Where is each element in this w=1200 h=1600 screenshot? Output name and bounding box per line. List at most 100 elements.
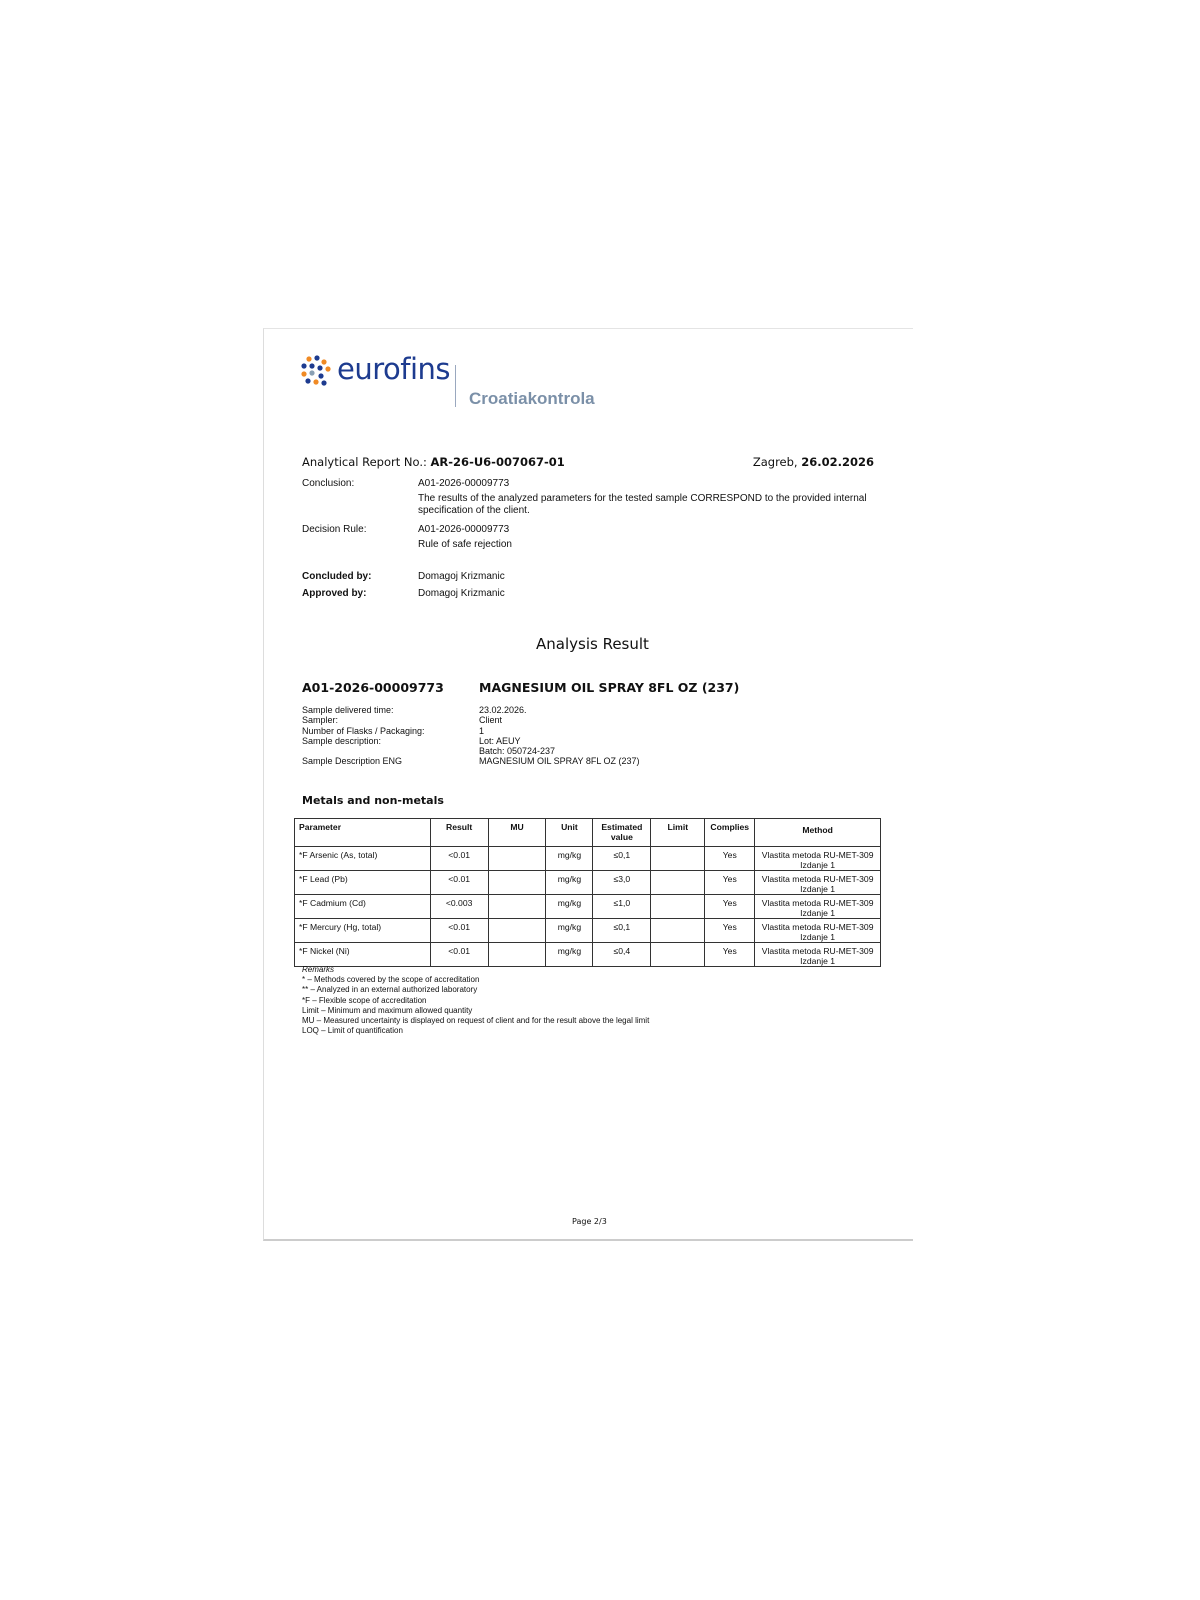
table-cell: *F Cadmium (Cd) <box>294 894 431 919</box>
field-label: Sampler: <box>302 715 339 726</box>
field-value: 1 <box>479 725 485 736</box>
table-cell: Vlastita metoda RU-MET-309 Izdanje 1 <box>754 870 881 895</box>
field-value: Lot: AEUY <box>479 735 521 746</box>
table-cell: ≤3,0 <box>592 870 652 895</box>
table-cell: <0.01 <box>429 918 489 943</box>
header-cell: Complies <box>704 818 756 847</box>
sample-field-labels: Sample delivered time: Sampler: Number o… <box>302 705 425 767</box>
table-cell: mg/kg <box>545 918 594 943</box>
field-label: Sample Description ENG <box>302 756 403 767</box>
results-table: Parameter Result MU Unit Estimated value… <box>294 818 881 967</box>
table-header-row: Parameter Result MU Unit Estimated value… <box>294 818 881 847</box>
header-cell: Unit <box>545 818 594 847</box>
table-cell: Yes <box>704 918 756 943</box>
sample-field-values: 23.02.2026. Client 1 Lot: AEUY Batch: 05… <box>479 705 640 767</box>
remark-line: MU – Measured uncertainty is displayed o… <box>302 1016 650 1026</box>
table-cell: <0.01 <box>429 942 489 967</box>
table-cell: <0.01 <box>429 870 489 895</box>
field-value: Client <box>479 715 503 726</box>
report-date: Zagreb, 26.02.2026 <box>753 455 874 469</box>
table-cell: Yes <box>704 870 756 895</box>
table-cell: Vlastita metoda RU-MET-309 Izdanje 1 <box>754 918 881 943</box>
conclusion-text: The results of the analyzed parameters f… <box>418 493 867 516</box>
table-cell: mg/kg <box>545 870 594 895</box>
field-label: Sample delivered time: <box>302 705 394 715</box>
table-cell: mg/kg <box>545 894 594 919</box>
table-cell <box>487 918 547 943</box>
header-cell: Limit <box>650 818 706 847</box>
concluded-label: Concluded by: <box>302 571 372 582</box>
table-row: *F Cadmium (Cd) <0.003 mg/kg ≤1,0 Yes Vlastit… <box>294 894 881 919</box>
table-row: *F Mercury (Hg, total) <0.01 mg/kg ≤0,1 Yes V… <box>294 918 881 943</box>
table-cell: *F Mercury (Hg, total) <box>294 918 431 943</box>
field-value: MAGNESIUM OIL SPRAY 8FL OZ (237) <box>479 756 640 767</box>
table-cell <box>650 846 706 871</box>
section-title: Analysis Result <box>536 635 649 653</box>
table-row: *F Arsenic (As, total) <0.01 mg/kg ≤0,1 Yes V… <box>294 846 881 871</box>
conclusion-label: Conclusion: <box>302 478 355 489</box>
table-cell: ≤0,4 <box>592 942 652 967</box>
document-page <box>263 328 913 1241</box>
decision-label: Decision Rule: <box>302 524 367 535</box>
field-label: Sample description: <box>302 735 382 746</box>
sample-id: A01-2026-00009773 <box>302 680 444 695</box>
table-title: Metals and non-metals <box>302 794 444 807</box>
remarks: Remarks * – Methods covered by the scope… <box>302 965 649 1036</box>
remark-line: LOQ – Limit of quantification <box>302 1026 403 1036</box>
table-row: *F Lead (Pb) <0.01 mg/kg ≤3,0 Yes Vlastita me… <box>294 870 881 895</box>
logo-divider <box>455 365 456 407</box>
table-cell: Vlastita metoda RU-MET-309 Izdanje 1 <box>754 894 881 919</box>
header-cell: MU <box>487 818 547 847</box>
decision-text: Rule of safe rejection <box>418 539 512 550</box>
field-value: 23.02.2026. <box>479 705 527 715</box>
remark-line: Limit – Minimum and maximum allowed quan… <box>302 1005 473 1015</box>
header-cell: Method <box>754 818 881 847</box>
conclusion-id: A01-2026-00009773 <box>418 478 510 489</box>
sample-name: MAGNESIUM OIL SPRAY 8FL OZ (237) <box>479 680 740 695</box>
remark-line: *F – Flexible scope of accreditation <box>302 995 427 1005</box>
subbrand-name: Croatiakontrola <box>469 389 595 408</box>
table-cell: mg/kg <box>545 846 594 871</box>
approved-label: Approved by: <box>302 588 367 599</box>
field-label: Number of Flasks / Packaging: <box>302 725 425 736</box>
table-cell: ≤1,0 <box>592 894 652 919</box>
table-row: *F Nickel (Ni) <0.01 mg/kg ≤0,4 Yes Vlastita … <box>294 942 881 967</box>
table-cell <box>650 942 706 967</box>
table-cell: Vlastita metoda RU-MET-309 Izdanje 1 <box>754 846 881 871</box>
concluded-value: Domagoj Krizmanic <box>418 571 505 582</box>
table-cell <box>487 870 547 895</box>
approved-value: Domagoj Krizmanic <box>418 588 505 599</box>
report-number-value: AR-26-U6-007067-01 <box>430 455 565 469</box>
decision-id: A01-2026-00009773 <box>418 524 510 535</box>
table-cell <box>650 870 706 895</box>
report-label: Analytical Report No.: <box>302 455 427 469</box>
table-cell: Vlastita metoda RU-MET-309 Izdanje 1 <box>754 942 881 967</box>
table-cell: ≤0,1 <box>592 918 652 943</box>
table-cell <box>650 894 706 919</box>
table-cell: *F Arsenic (As, total) <box>294 846 431 871</box>
place: Zagreb, <box>752 455 798 469</box>
report-number: Analytical Report No.: AR-26-U6-007067-0… <box>302 455 565 469</box>
table-cell: <0.01 <box>429 846 489 871</box>
header-cell: Parameter <box>294 818 431 847</box>
brand-name: eurofins <box>337 352 451 386</box>
page-number: Page 2/3 <box>572 1217 607 1226</box>
date: 26.02.2026 <box>801 455 874 469</box>
remarks-title: Remarks <box>302 965 335 974</box>
table-cell: Yes <box>704 846 756 871</box>
table-cell <box>487 846 547 871</box>
remark-line: * – Methods covered by the scope of accr… <box>302 975 480 985</box>
eurofins-logo-icon <box>301 355 331 386</box>
field-value: Batch: 050724-237 <box>479 746 556 757</box>
remark-line: ** – Analyzed in an external authorized … <box>302 985 478 995</box>
table-cell <box>487 942 547 967</box>
header-cell: Result <box>429 818 489 847</box>
table-cell: *F Lead (Pb) <box>294 870 431 895</box>
table-cell <box>487 894 547 919</box>
table-cell <box>650 918 706 943</box>
table-cell: <0.003 <box>429 894 489 919</box>
table-cell: *F Nickel (Ni) <box>294 942 431 967</box>
table-cell: Yes <box>704 894 756 919</box>
table-cell: mg/kg <box>545 942 594 967</box>
table-cell: Yes <box>704 942 756 967</box>
